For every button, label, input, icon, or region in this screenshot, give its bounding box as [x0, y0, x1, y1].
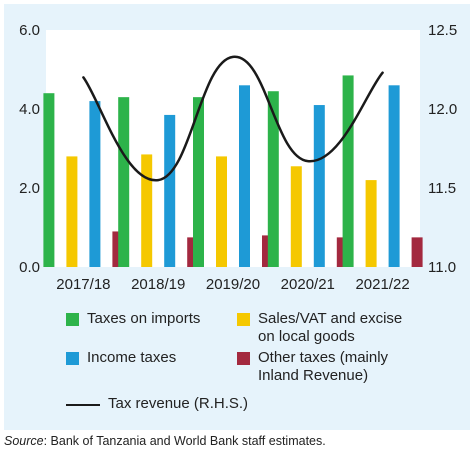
bar	[267, 91, 279, 267]
bar	[336, 237, 348, 267]
y-right-tick-label: 12.5	[428, 22, 457, 39]
bar	[66, 156, 78, 267]
legend-label-tax-revenue: Tax revenue (R.H.S.)	[108, 395, 249, 412]
x-tick-label: 2018/19	[131, 276, 185, 293]
legend-item-tax-revenue: Tax revenue (R.H.S.)	[66, 395, 248, 413]
source-text: : Bank of Tanzania and World Bank staff …	[43, 434, 326, 448]
bar	[43, 93, 55, 267]
legend-label-sales-vat: Sales/VAT and excise on local goods	[258, 310, 403, 345]
y-left-tick-label: 6.0	[19, 22, 40, 39]
bar	[193, 97, 204, 268]
legend-line-tax-revenue	[66, 404, 100, 406]
chart-plot: 0.0 2.0 4.0 6.0 11.0 11.5 12.0 12.5 2017/18 2018/…	[19, 22, 457, 293]
y-right-tick-label: 11.5	[428, 180, 456, 197]
legend-item-taxes-on-imports: Taxes on imports	[66, 310, 200, 328]
legend-label-other-taxes: Other taxes (mainly Inland Revenue)	[258, 349, 389, 384]
bar	[112, 231, 124, 267]
bar	[216, 156, 227, 267]
bar	[141, 154, 153, 267]
x-tick-label: 2021/22	[355, 276, 409, 293]
bar	[262, 235, 273, 267]
bar	[239, 85, 250, 267]
legend-swatch-income-taxes	[66, 352, 79, 365]
bar	[411, 237, 423, 267]
y-left-tick-label: 4.0	[19, 101, 40, 118]
bar	[290, 166, 302, 267]
y-right-tick-label: 12.0	[428, 101, 457, 118]
legend: Taxes on imports Sales/VAT and excise on…	[4, 304, 470, 424]
legend-swatch-other-taxes	[237, 352, 250, 365]
y-left-tick-label: 0.0	[19, 259, 40, 276]
legend-label-taxes-on-imports: Taxes on imports	[87, 310, 201, 327]
bar	[342, 75, 354, 267]
source-label: Source	[4, 434, 44, 448]
bar	[164, 114, 176, 267]
bar	[89, 101, 101, 267]
legend-swatch-taxes-on-imports	[66, 313, 79, 326]
x-tick-label: 2019/20	[206, 276, 260, 293]
y-right-tick-label: 11.0	[428, 259, 456, 276]
legend-label-income-taxes: Income taxes	[87, 349, 177, 366]
legend-item-income-taxes: Income taxes	[66, 349, 176, 367]
source-note: Source: Bank of Tanzania and World Bank …	[4, 434, 326, 448]
legend-item-sales-vat: Sales/VAT and excise on local goods	[237, 310, 402, 346]
bar	[388, 85, 400, 267]
legend-item-other-taxes: Other taxes (mainly Inland Revenue)	[237, 349, 388, 385]
x-tick-label: 2020/21	[281, 276, 335, 293]
bar	[313, 105, 325, 267]
y-left-tick-label: 2.0	[19, 180, 40, 197]
tax-revenue-line	[82, 55, 384, 182]
chart-panel: 0.0 2.0 4.0 6.0 11.0 11.5 12.0 12.5 2017/18 2018/…	[4, 4, 470, 430]
legend-swatch-sales-vat	[237, 313, 250, 326]
bar	[118, 97, 130, 268]
x-tick-label: 2017/18	[56, 276, 110, 293]
bar	[365, 180, 377, 267]
bar	[187, 237, 199, 267]
plot-area	[46, 30, 420, 267]
